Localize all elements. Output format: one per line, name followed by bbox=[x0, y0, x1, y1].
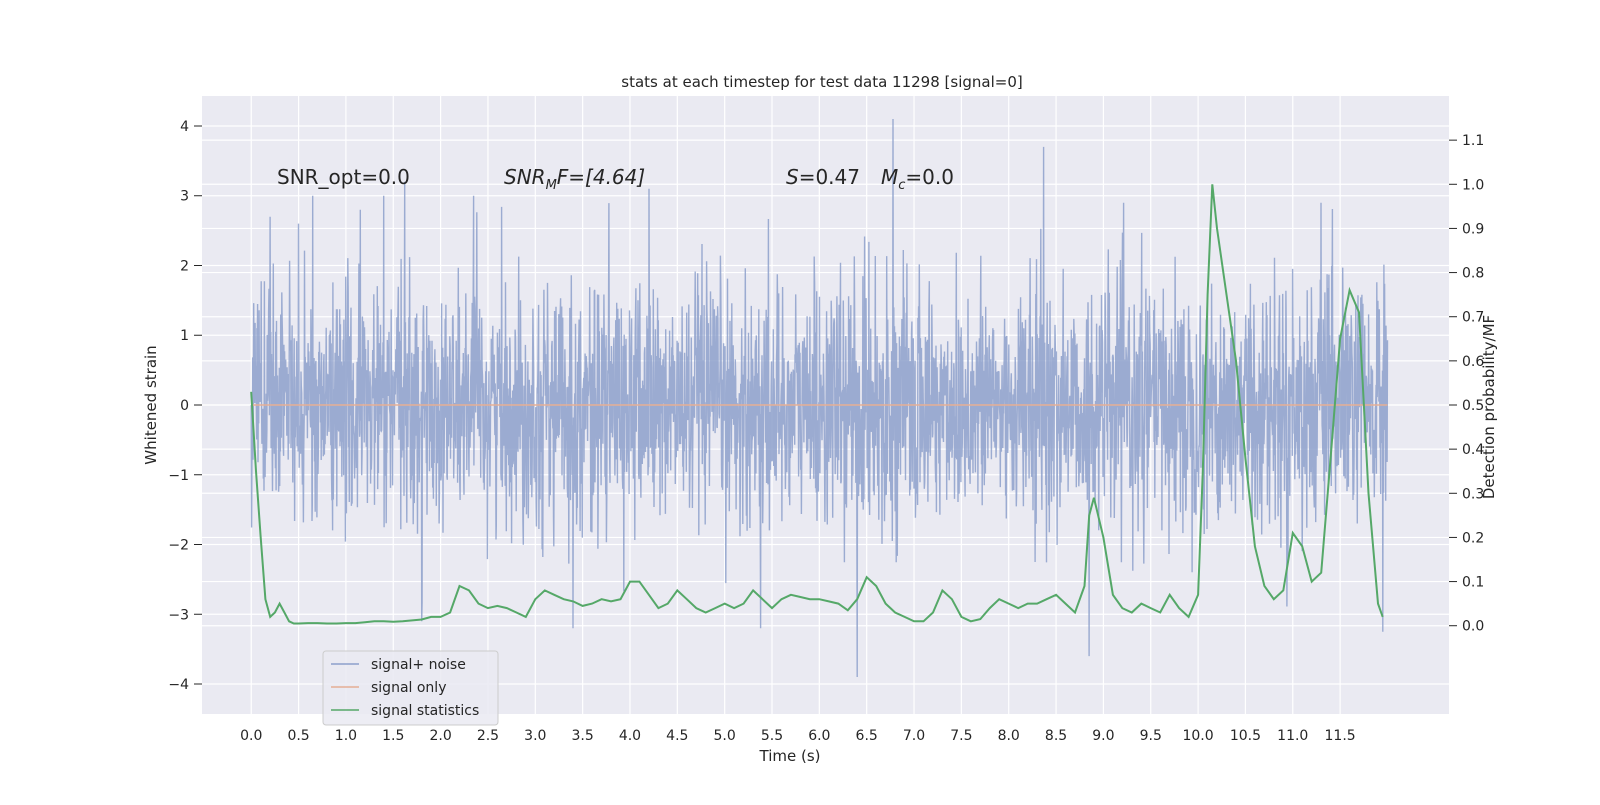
y2-tick-label: 0.4 bbox=[1462, 442, 1484, 458]
legend-label-signal-plus-noise: signal+ noise bbox=[371, 657, 466, 673]
x-tick-label: 11.0 bbox=[1277, 728, 1308, 744]
y-axis-label: Whitened strain bbox=[142, 345, 160, 464]
x-axis-label: Time (s) bbox=[759, 747, 821, 765]
data-layer bbox=[250, 118, 1389, 678]
y2-tick-label: 0.8 bbox=[1462, 266, 1484, 282]
y2-tick-label: 0.3 bbox=[1462, 486, 1484, 502]
x-tick-label: 1.5 bbox=[382, 728, 404, 744]
x-tick-label: 6.0 bbox=[808, 728, 830, 744]
y2-tick-label: 0.9 bbox=[1462, 221, 1484, 237]
annotation-s: S=0.47 bbox=[786, 165, 860, 189]
x-tick-label: 10.5 bbox=[1230, 728, 1261, 744]
y-tick-label: −1 bbox=[168, 468, 189, 484]
y-tick-label: 0 bbox=[180, 398, 189, 414]
y2-tick-label: 0.1 bbox=[1462, 575, 1484, 591]
x-tick-label: 5.5 bbox=[761, 728, 783, 744]
annotation-s-symbol: S bbox=[786, 165, 799, 189]
x-tick-label: 0.0 bbox=[240, 728, 262, 744]
y2-axis-label: Detection probability/MF bbox=[1480, 315, 1498, 499]
series-line-signal-statistics bbox=[250, 184, 1384, 625]
y-tick-label: −4 bbox=[168, 677, 189, 693]
annotation-mc-subscript: c bbox=[898, 178, 905, 193]
annotation-s-value: =0.47 bbox=[799, 165, 860, 189]
x-tick-label: 2.0 bbox=[429, 728, 451, 744]
annotation-snr-mf-value: F=[4.64] bbox=[557, 165, 645, 189]
series-line-signal-plus-noise bbox=[250, 118, 1389, 678]
x-axis: 0.0 0.5 1.0 1.5 2.0 2.5 3.0 3.5 4.0 4.5 5.0 5.5 6.0 6… bbox=[240, 728, 1356, 744]
y2-tick-label: 0.2 bbox=[1462, 530, 1484, 546]
legend: signal+ noise signal only signal statist… bbox=[322, 650, 499, 726]
y2-tick-label: 1.1 bbox=[1462, 133, 1484, 149]
x-tick-label: 8.0 bbox=[998, 728, 1020, 744]
x-tick-label: 9.0 bbox=[1092, 728, 1114, 744]
y-axis-right: 0.0 0.1 0.2 0.3 0.4 0.5 0.6 0.7 0.8 0.9 1.0 1.1 bbox=[1449, 133, 1484, 635]
x-tick-label: 7.0 bbox=[903, 728, 925, 744]
x-tick-label: 4.0 bbox=[619, 728, 641, 744]
y-tick-label: 3 bbox=[180, 189, 189, 205]
x-tick-label: 7.5 bbox=[950, 728, 972, 744]
legend-box bbox=[322, 650, 499, 726]
y2-tick-label: 0.5 bbox=[1462, 398, 1484, 414]
y-axis-left: −4 −3 −2 −1 0 1 2 3 4 bbox=[168, 119, 202, 693]
annotation-snr-opt: SNR_opt=0.0 bbox=[277, 165, 410, 189]
x-tick-label: 0.5 bbox=[287, 728, 309, 744]
annotation-snr-mf-symbol: SNR bbox=[504, 165, 546, 189]
x-tick-label: 4.5 bbox=[666, 728, 688, 744]
x-tick-label: 8.5 bbox=[1045, 728, 1067, 744]
y2-tick-label: 1.0 bbox=[1462, 177, 1484, 193]
x-tick-label: 9.5 bbox=[1140, 728, 1162, 744]
annotation-mc-value: =0.0 bbox=[905, 165, 954, 189]
y-tick-label: 4 bbox=[180, 119, 189, 135]
legend-label-signal-only: signal only bbox=[371, 680, 446, 696]
x-tick-label: 3.5 bbox=[572, 728, 594, 744]
x-tick-label: 2.5 bbox=[477, 728, 499, 744]
y2-tick-label: 0.0 bbox=[1462, 619, 1484, 635]
x-tick-label: 11.5 bbox=[1325, 728, 1356, 744]
x-tick-label: 3.0 bbox=[524, 728, 546, 744]
x-tick-label: 10.0 bbox=[1182, 728, 1213, 744]
y-tick-label: 1 bbox=[180, 328, 189, 344]
legend-label-signal-statistics: signal statistics bbox=[371, 703, 479, 719]
x-tick-label: 5.0 bbox=[714, 728, 736, 744]
annotation-snr-mf-subscript: M bbox=[546, 178, 557, 193]
y2-tick-label: 0.6 bbox=[1462, 354, 1484, 370]
y-tick-label: 2 bbox=[180, 258, 189, 274]
x-tick-label: 6.5 bbox=[856, 728, 878, 744]
annotation-mc: Mc=0.0 bbox=[881, 165, 954, 193]
y-tick-label: −2 bbox=[168, 538, 189, 554]
y2-tick-label: 0.7 bbox=[1462, 310, 1484, 326]
chart-title: stats at each timestep for test data 112… bbox=[621, 73, 1022, 91]
annotation-mc-symbol: M bbox=[881, 165, 898, 189]
annotation-snr-mf: SNRMF=[4.64] bbox=[504, 165, 645, 193]
x-tick-label: 1.0 bbox=[335, 728, 357, 744]
y-tick-label: −3 bbox=[168, 607, 189, 623]
